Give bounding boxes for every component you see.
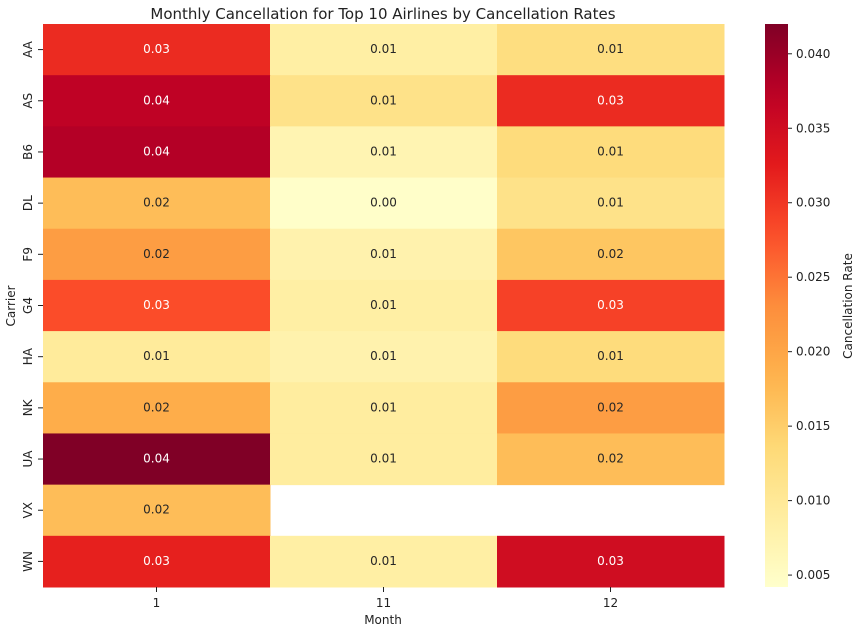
cell-annotation-aa-1: 0.03	[143, 42, 170, 56]
heatmap-cell-wn-11	[270, 535, 498, 588]
heatmap-cell-ua-1	[43, 433, 271, 486]
heatmap-cell-as-12	[497, 75, 725, 127]
y-tick-label: AS	[21, 93, 35, 109]
x-tick-label: 1	[153, 596, 161, 610]
heatmap-cell-ha-1	[43, 331, 271, 383]
cell-annotation-ua-11: 0.01	[370, 452, 397, 466]
heatmap-cell-dl-1	[43, 177, 271, 230]
heatmap-cell-g4-12	[497, 279, 725, 332]
y-tick-label: B6	[21, 144, 35, 160]
y-tick-label: F9	[21, 247, 35, 262]
cell-annotation-aa-11: 0.01	[370, 42, 397, 56]
heatmap-cell-vx-1	[43, 484, 271, 537]
colorbar-tick-label: 0.030	[796, 196, 830, 210]
y-axis-label: Carrier	[4, 285, 18, 326]
heatmap-cell-f9-12	[497, 228, 725, 281]
heatmap-cell-wn-12	[497, 535, 725, 588]
colorbar-tick-label: 0.020	[796, 345, 830, 359]
y-tick-label: DL	[21, 195, 35, 211]
colorbar-label: Cancellation Rate	[841, 253, 855, 359]
heatmap-cell-dl-11	[270, 177, 498, 230]
y-tick-label: HA	[21, 347, 35, 365]
heatmap-cell-f9-11	[270, 228, 498, 281]
y-tick-label: WN	[21, 551, 35, 572]
colorbar: 0.005 0.010 0.015 0.020 0.025 0.030 0.035 0.040	[765, 24, 830, 587]
colorbar-tick-label: 0.035	[796, 121, 830, 135]
cell-annotation-ua-1: 0.04	[143, 452, 170, 466]
heatmap-cell-aa-12	[497, 24, 725, 76]
heatmap-cell-ua-11	[270, 433, 498, 486]
heatmap-cell-dl-12	[497, 177, 725, 230]
y-tick-label: AA	[21, 40, 35, 58]
colorbar-tick-label: 0.010	[796, 494, 830, 508]
heatmap-cell-f9-1	[43, 228, 271, 281]
colorbar-tick-label: 0.040	[796, 47, 830, 61]
cell-annotation-g4-12: 0.03	[597, 298, 624, 312]
x-tick-label: 12	[603, 596, 618, 610]
cell-annotation-g4-1: 0.03	[143, 298, 170, 312]
x-axis-ticks: 1 11 12	[153, 587, 618, 610]
cell-annotation-ua-12: 0.02	[597, 452, 624, 466]
y-tick-label: NK	[21, 398, 35, 416]
x-tick-label: 11	[376, 596, 391, 610]
heatmap-cell-b6-1	[43, 126, 271, 179]
cell-annotations: 0.03 0.01 0.01 0.04 0.01 0.03 0.04 0.01 0.01 0.02…	[143, 42, 624, 568]
colorbar-tick-label: 0.015	[796, 419, 830, 433]
colorbar-tick-label: 0.005	[796, 568, 830, 582]
heatmap-cell-as-1	[43, 75, 271, 127]
cell-annotation-b6-1: 0.04	[143, 144, 170, 158]
heatmap-cell-b6-12	[497, 126, 725, 179]
cell-annotation-nk-12: 0.02	[597, 400, 624, 414]
heatmap-cell-aa-1	[43, 24, 271, 76]
heatmap-cell-as-11	[270, 75, 498, 127]
cell-annotation-nk-1: 0.02	[143, 400, 170, 414]
cell-annotation-ha-11: 0.01	[370, 349, 397, 363]
cell-annotation-wn-11: 0.01	[370, 554, 397, 568]
cell-annotation-f9-11: 0.01	[370, 247, 397, 261]
y-axis-ticks: AA AS B6 DL F9 G4 HA NK UA VX WN	[21, 40, 43, 572]
cell-annotation-dl-12: 0.01	[597, 196, 624, 210]
cell-annotation-dl-11: 0.00	[370, 196, 397, 210]
heatmap-cell-g4-1	[43, 279, 271, 332]
heatmap-cell-b6-11	[270, 126, 498, 179]
cell-annotation-as-11: 0.01	[370, 93, 397, 107]
heatmap-cell-ha-11	[270, 331, 498, 383]
cell-annotation-as-12: 0.03	[597, 93, 624, 107]
cell-annotation-vx-1: 0.02	[143, 503, 170, 517]
heatmap-cell-aa-11	[270, 24, 498, 76]
y-tick-label: G4	[21, 297, 35, 314]
cell-annotation-b6-12: 0.01	[597, 144, 624, 158]
x-axis-label: Month	[364, 613, 402, 627]
colorbar-tick-label: 0.025	[796, 270, 830, 284]
colorbar-gradient	[765, 24, 788, 587]
heatmap-cell-nk-11	[270, 382, 498, 434]
cell-annotation-wn-1: 0.03	[143, 554, 170, 568]
heatmap-cell-ha-12	[497, 331, 725, 383]
cell-annotation-b6-11: 0.01	[370, 144, 397, 158]
cell-annotation-aa-12: 0.01	[597, 42, 624, 56]
y-tick-label: VX	[21, 502, 35, 518]
cell-annotation-as-1: 0.04	[143, 93, 170, 107]
y-tick-label: UA	[21, 450, 35, 468]
cell-annotation-dl-1: 0.02	[143, 196, 170, 210]
cell-annotation-wn-12: 0.03	[597, 554, 624, 568]
heatmap-cell-ua-12	[497, 433, 725, 486]
cell-annotation-g4-11: 0.01	[370, 298, 397, 312]
cell-annotation-ha-1: 0.01	[143, 349, 170, 363]
cell-annotation-f9-12: 0.02	[597, 247, 624, 261]
heatmap-cell-nk-12	[497, 382, 725, 434]
heatmap-cell-wn-1	[43, 535, 271, 588]
heatmap-cell-nk-1	[43, 382, 271, 434]
heatmap-cell-g4-11	[270, 279, 498, 332]
chart-title: Monthly Cancellation for Top 10 Airlines…	[150, 5, 615, 23]
heatmap-cells	[43, 24, 725, 588]
cell-annotation-nk-11: 0.01	[370, 400, 397, 414]
cell-annotation-f9-1: 0.02	[143, 247, 170, 261]
cell-annotation-ha-12: 0.01	[597, 349, 624, 363]
